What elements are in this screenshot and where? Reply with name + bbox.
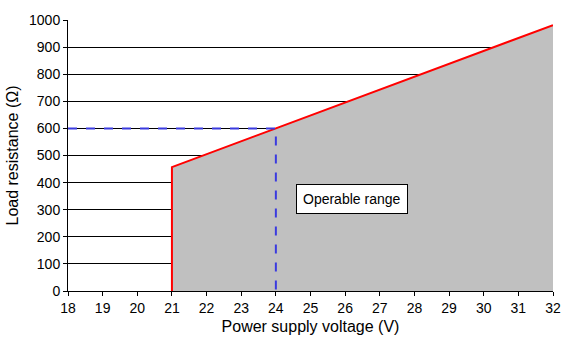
svg-text:200: 200 [37, 229, 61, 245]
svg-text:Load resistance (Ω): Load resistance (Ω) [4, 85, 21, 225]
svg-text:21: 21 [164, 300, 180, 316]
svg-text:400: 400 [37, 175, 61, 191]
svg-text:19: 19 [95, 300, 111, 316]
svg-text:900: 900 [37, 39, 61, 55]
svg-text:Operable range: Operable range [303, 191, 401, 207]
svg-text:26: 26 [337, 300, 353, 316]
svg-text:700: 700 [37, 93, 61, 109]
svg-text:32: 32 [545, 300, 561, 316]
svg-text:27: 27 [372, 300, 388, 316]
svg-text:800: 800 [37, 66, 61, 82]
svg-text:23: 23 [233, 300, 249, 316]
svg-text:500: 500 [37, 147, 61, 163]
svg-text:100: 100 [37, 256, 61, 272]
svg-text:300: 300 [37, 202, 61, 218]
svg-text:Power supply voltage (V): Power supply voltage (V) [222, 318, 400, 335]
svg-text:600: 600 [37, 120, 61, 136]
svg-text:28: 28 [407, 300, 423, 316]
svg-text:0: 0 [52, 283, 60, 299]
svg-text:22: 22 [199, 300, 215, 316]
svg-text:24: 24 [268, 300, 284, 316]
svg-text:30: 30 [476, 300, 492, 316]
svg-text:25: 25 [303, 300, 319, 316]
svg-text:20: 20 [130, 300, 146, 316]
svg-text:29: 29 [441, 300, 457, 316]
svg-text:31: 31 [511, 300, 527, 316]
svg-text:1000: 1000 [29, 12, 60, 28]
svg-text:18: 18 [60, 300, 76, 316]
